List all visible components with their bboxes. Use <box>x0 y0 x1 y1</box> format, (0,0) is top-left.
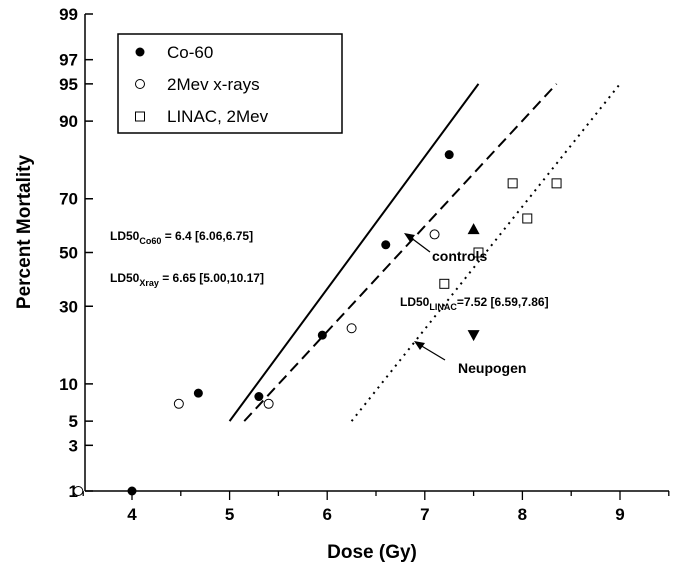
ld50-co60-sub: Co60 <box>139 236 161 246</box>
axes: 13510305070909597994567891011121314 <box>59 5 670 524</box>
controls-label: controls <box>432 248 487 264</box>
point-series0-0 <box>127 486 137 496</box>
neupogen-arrow <box>419 344 446 361</box>
point-series0-2 <box>254 392 264 402</box>
ld50-linac-annotation: LD50LINAC=7.52 [6.59,7.86] <box>400 295 549 312</box>
y-axis-title: Percent Mortality <box>14 154 35 309</box>
y-tick-label-97: 97 <box>59 51 78 70</box>
y-tick-label-70: 70 <box>59 190 78 209</box>
y-tick-label-3: 3 <box>69 436 78 455</box>
ld50-linac-rest: =7.52 [6.59,7.86] <box>457 295 549 309</box>
ld50-linac-sub: LINAC <box>429 302 457 312</box>
ld50-co60-main: LD50 <box>110 229 140 243</box>
controls-marker <box>467 223 480 235</box>
x-tick-label-5: 5 <box>225 505 234 524</box>
fit-line-dashed <box>243 83 558 422</box>
neupogen-label: Neupogen <box>458 360 526 376</box>
ld50-linac-main: LD50 <box>400 295 430 309</box>
fit-line-solid <box>228 83 480 422</box>
y-tick-label-50: 50 <box>59 244 78 263</box>
legend-box <box>117 33 343 134</box>
point-series1-4 <box>429 229 440 240</box>
y-tick-label-90: 90 <box>59 112 78 131</box>
point-series0-1 <box>193 388 203 398</box>
legend-marker-xray <box>135 79 145 89</box>
point-series2-2 <box>507 178 518 189</box>
fit-lines <box>228 83 621 422</box>
neupogen-arrowhead <box>414 341 425 350</box>
point-series0-3 <box>317 330 327 340</box>
neupogen-callout: Neupogen <box>414 341 526 376</box>
x-axis-title: Dose (Gy) <box>327 542 417 563</box>
y-tick-label-1: 1 <box>69 482 78 501</box>
ld50-xray-main: LD50 <box>110 271 140 285</box>
neupogen-marker <box>467 330 480 342</box>
legend: Co-60 2Mev x-rays LINAC, 2Mev <box>117 33 343 134</box>
point-series2-1 <box>473 247 484 258</box>
y-tick-label-10: 10 <box>59 375 78 394</box>
legend-label-co60: Co-60 <box>167 43 213 62</box>
ld50-xray-sub: Xray <box>139 278 159 288</box>
controls-callout: controls <box>404 233 487 264</box>
y-tick-label-30: 30 <box>59 297 78 316</box>
point-series2-0 <box>439 278 450 289</box>
x-tick-label-4: 4 <box>127 505 137 524</box>
point-series1-0 <box>73 486 84 496</box>
x-tick-label-8: 8 <box>518 505 527 524</box>
y-tick-label-95: 95 <box>59 75 78 94</box>
legend-marker-co60 <box>135 47 145 57</box>
point-series1-2 <box>263 398 274 409</box>
legend-label-xray: 2Mev x-rays <box>167 75 260 94</box>
y-tick-label-5: 5 <box>69 412 78 431</box>
legend-label-linac: LINAC, 2Mev <box>167 107 269 126</box>
point-series1-3 <box>346 323 357 334</box>
x-tick-label-9: 9 <box>615 505 624 524</box>
legend-marker-linac <box>135 111 145 122</box>
x-tick-label-7: 7 <box>420 505 429 524</box>
point-series0-4 <box>381 240 391 250</box>
point-series0-5 <box>444 150 454 160</box>
ld50-xray-annotation: LD50Xray = 6.65 [5.00,10.17] <box>110 271 264 288</box>
ld50-xray-rest: = 6.65 [5.00,10.17] <box>159 271 264 285</box>
ld50-co60-annotation: LD50Co60 = 6.4 [6.06,6.75] <box>110 229 253 246</box>
y-tick-label-99: 99 <box>59 5 78 24</box>
point-series2-3 <box>522 213 533 224</box>
point-series1-1 <box>173 398 184 409</box>
controls-arrowhead <box>404 233 415 242</box>
data-points <box>73 150 562 496</box>
point-series2-4 <box>551 178 562 189</box>
fit-line-dotted <box>350 83 621 422</box>
ld50-co60-rest: = 6.4 [6.06,6.75] <box>161 229 253 243</box>
x-tick-label-6: 6 <box>322 505 331 524</box>
controls-arrow <box>409 236 431 253</box>
